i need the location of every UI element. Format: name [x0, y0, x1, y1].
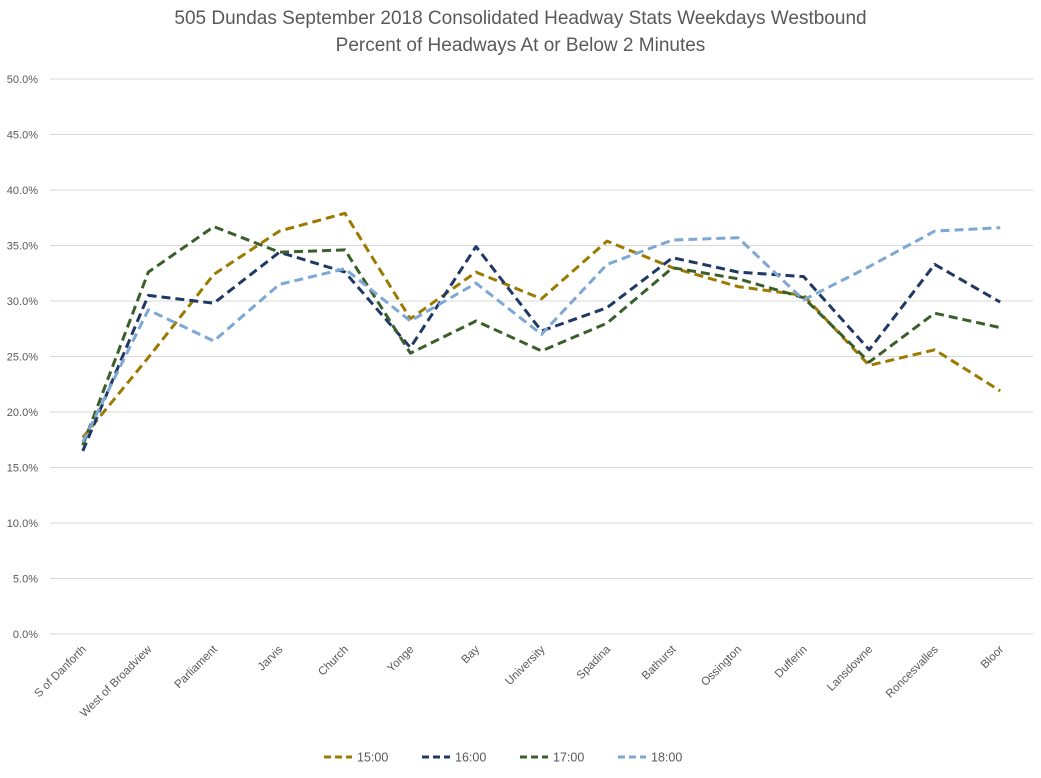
x-tick-label: Bay — [460, 643, 483, 666]
x-tick-label: Parliament — [173, 643, 221, 691]
y-tick-label: 40.0% — [7, 185, 38, 197]
x-tick-label: Bloor — [979, 644, 1007, 672]
series-line-1800 — [81, 226, 1001, 443]
x-tick-label: Jarvis — [256, 643, 286, 673]
y-tick-label: 0.0% — [13, 629, 38, 641]
x-tick-label: Roncesvalles — [884, 643, 941, 700]
series-line-1700 — [81, 225, 1001, 446]
y-tick-label: 50.0% — [7, 74, 38, 86]
y-tick-label: 5.0% — [13, 574, 38, 586]
y-tick-label: 15.0% — [7, 463, 38, 475]
x-tick-label: University — [503, 643, 547, 687]
y-tick-label: 30.0% — [7, 296, 38, 308]
y-tick-label: 35.0% — [7, 241, 38, 253]
x-tick-label: Spadina — [575, 643, 614, 682]
chart-subtitle: Percent of Headways At or Below 2 Minute… — [335, 35, 706, 56]
y-tick-label: 20.0% — [7, 407, 38, 419]
x-tick-label: Dufferin — [773, 644, 810, 681]
y-tick-label: 45.0% — [7, 130, 38, 142]
x-tick-label: West of Broadview — [78, 643, 155, 720]
chart-title: 505 Dundas September 2018 Consolidated H… — [174, 8, 867, 29]
x-tick-label: Bathurst — [640, 643, 679, 682]
legend-label: 18:00 — [651, 751, 682, 765]
y-tick-label: 10.0% — [7, 518, 38, 530]
series-line-1500 — [81, 211, 1001, 439]
y-tick-label: 25.0% — [7, 352, 38, 364]
legend-label: 15:00 — [357, 751, 388, 765]
x-tick-label: Yonge — [385, 644, 416, 675]
x-tick-label: Lansdowne — [825, 644, 875, 694]
x-tick-label: S of Danforth — [32, 644, 88, 700]
legend-label: 17:00 — [553, 751, 584, 765]
x-tick-label: Ossington — [699, 644, 744, 689]
legend-label: 16:00 — [455, 751, 486, 765]
series-line-1600 — [81, 245, 1001, 452]
x-tick-label: Church — [316, 644, 351, 679]
